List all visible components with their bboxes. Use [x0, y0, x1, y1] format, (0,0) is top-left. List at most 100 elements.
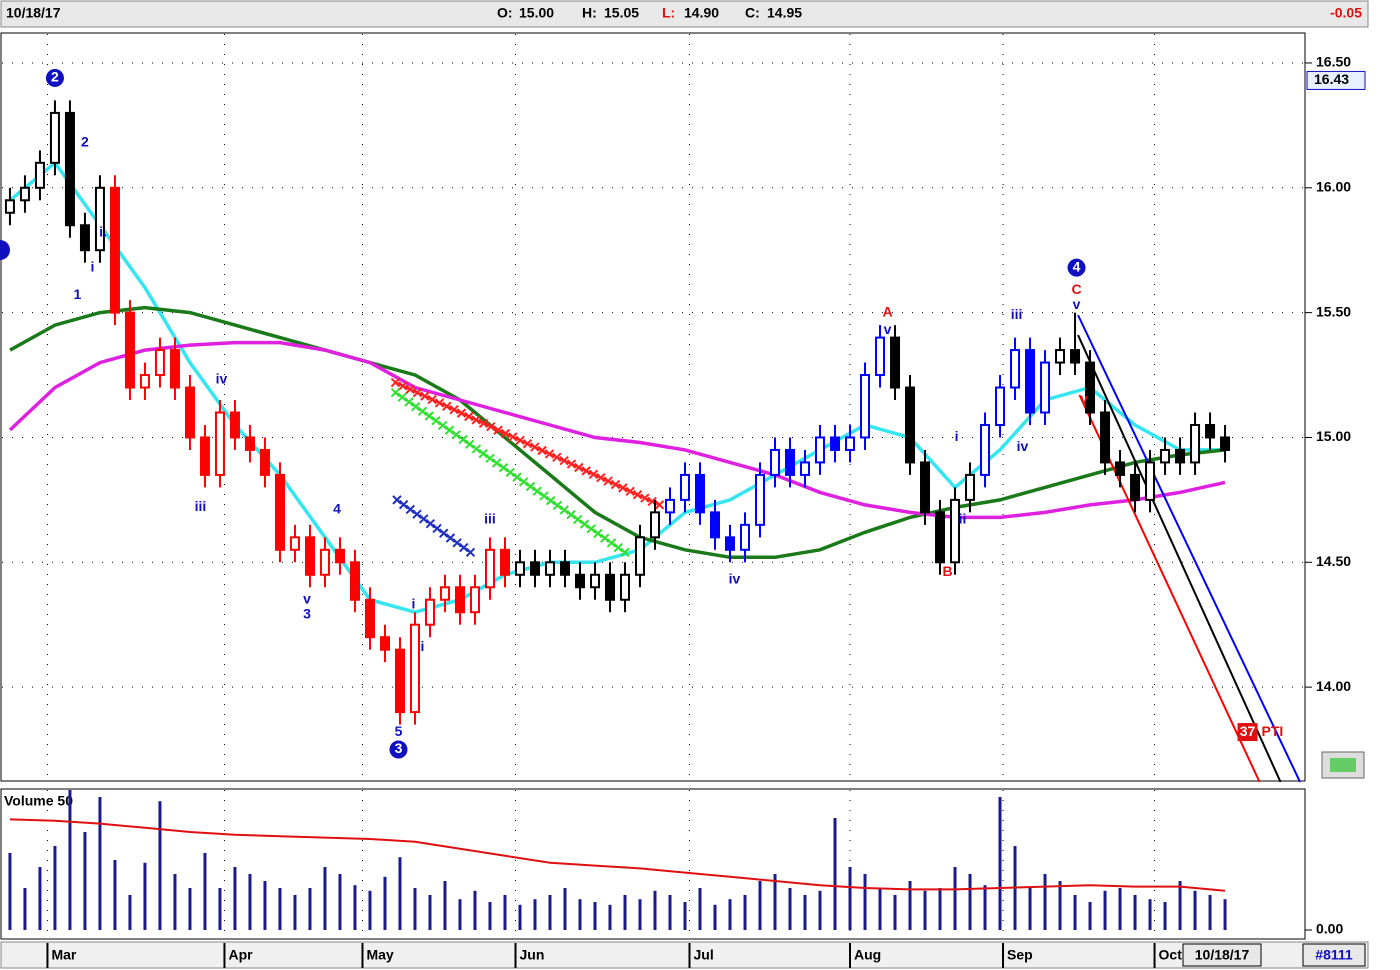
header-bar: [0, 0, 1369, 28]
wave-label: iv: [216, 371, 228, 387]
volume-bar: [653, 890, 657, 930]
volume-bar: [638, 899, 642, 930]
candle-body: [154, 349, 165, 377]
candle-body: [1070, 349, 1081, 364]
volume-bar: [1163, 902, 1167, 930]
ohlc-label: L:: [662, 5, 675, 21]
volume-bar: [728, 899, 732, 930]
volume-bar: [1193, 890, 1197, 930]
volume-bar: [593, 902, 597, 930]
candle-body: [184, 386, 195, 439]
volume-bar: [368, 890, 372, 930]
ohlc-label: O:: [497, 5, 513, 21]
candle-body: [1055, 349, 1066, 364]
volume-bar: [623, 895, 627, 930]
wave-label: 4: [333, 501, 341, 517]
candle-body: [920, 461, 931, 514]
x-tick-label: Aug: [854, 947, 881, 963]
x-tick-label: Apr: [228, 947, 253, 963]
pti-box: [1237, 723, 1258, 742]
candle-body: [499, 548, 510, 576]
volume-bar: [1073, 895, 1077, 930]
candle-body: [49, 111, 60, 164]
volume-bar: [938, 888, 942, 930]
wave-label: B: [942, 563, 952, 579]
candle-body: [950, 498, 961, 564]
volume-bar: [998, 797, 1002, 930]
volume-bar: [1148, 899, 1152, 930]
volume-average: [9, 818, 1226, 892]
volume-bar: [788, 888, 792, 930]
volume-bar: [533, 899, 537, 930]
volume-bar: [323, 867, 327, 930]
volume-bar: [1223, 899, 1227, 930]
wave-label: v: [884, 321, 892, 337]
candle-body: [364, 598, 375, 639]
candle-body: [229, 411, 240, 439]
candle-body: [815, 436, 826, 464]
candle-body: [890, 336, 901, 389]
volume-bar: [53, 846, 57, 930]
y-tick-label: 16.00: [1316, 178, 1351, 194]
volume-bar: [893, 895, 897, 930]
volume-bar: [428, 895, 432, 930]
ohlc-value: 15.05: [604, 5, 639, 21]
candle-body: [770, 448, 781, 476]
volume-bar: [398, 857, 402, 930]
candle-body: [289, 536, 300, 551]
volume-bar: [113, 860, 117, 930]
wave-label: i: [955, 428, 959, 444]
volume-bar: [248, 874, 252, 930]
wave-label: iii: [484, 511, 496, 527]
volume-bar: [863, 874, 867, 930]
volume-bar: [1178, 881, 1182, 930]
volume-bar: [953, 867, 957, 930]
candle-body: [695, 473, 706, 514]
volume-bar: [803, 895, 807, 930]
candle-body: [319, 548, 330, 576]
pti-label: PTI: [1262, 723, 1284, 739]
candle-body: [1160, 448, 1171, 464]
candle-body: [830, 436, 841, 451]
candle-body: [604, 573, 615, 601]
candle-body: [905, 386, 916, 464]
candle-body: [785, 448, 796, 476]
volume-bar: [38, 867, 42, 930]
candle-body: [64, 111, 75, 227]
candle-body: [755, 473, 766, 526]
y-tick-label: 14.00: [1316, 678, 1351, 694]
wave-label: 2: [81, 134, 89, 150]
symbol-box: [1302, 943, 1366, 967]
volume-bar: [23, 888, 27, 930]
date-axis-bar: [0, 941, 1369, 969]
volume-bar: [293, 895, 297, 930]
x-tick-label: Mar: [51, 947, 76, 963]
x-tick-label: Jul: [694, 947, 714, 963]
wave-label: iii: [1011, 306, 1023, 322]
volume-bar: [818, 890, 822, 930]
volume-bar: [983, 885, 987, 930]
volume-bar: [473, 890, 477, 930]
volume-bar: [668, 895, 672, 930]
volume-bar: [1043, 874, 1047, 930]
moving-average: [8, 340, 1226, 520]
volume-bar: [218, 888, 222, 930]
volume-bar: [383, 876, 387, 930]
volume-bar: [1133, 895, 1137, 930]
candle-body: [529, 561, 540, 576]
candle-body: [439, 586, 450, 601]
volume-bar: [443, 881, 447, 930]
wave-label: 2: [51, 69, 59, 85]
volume-bar: [743, 895, 747, 930]
volume-bar: [308, 888, 312, 930]
candle-body: [124, 311, 135, 389]
price-panel: [0, 32, 1306, 782]
volume-bar: [773, 874, 777, 930]
candle-body: [169, 349, 180, 389]
y-tick-label: 15.50: [1316, 303, 1351, 319]
volume-bar: [278, 888, 282, 930]
wave-label: iv: [729, 570, 741, 586]
volume-bar: [458, 899, 462, 930]
x-tick-label: May: [366, 947, 393, 963]
